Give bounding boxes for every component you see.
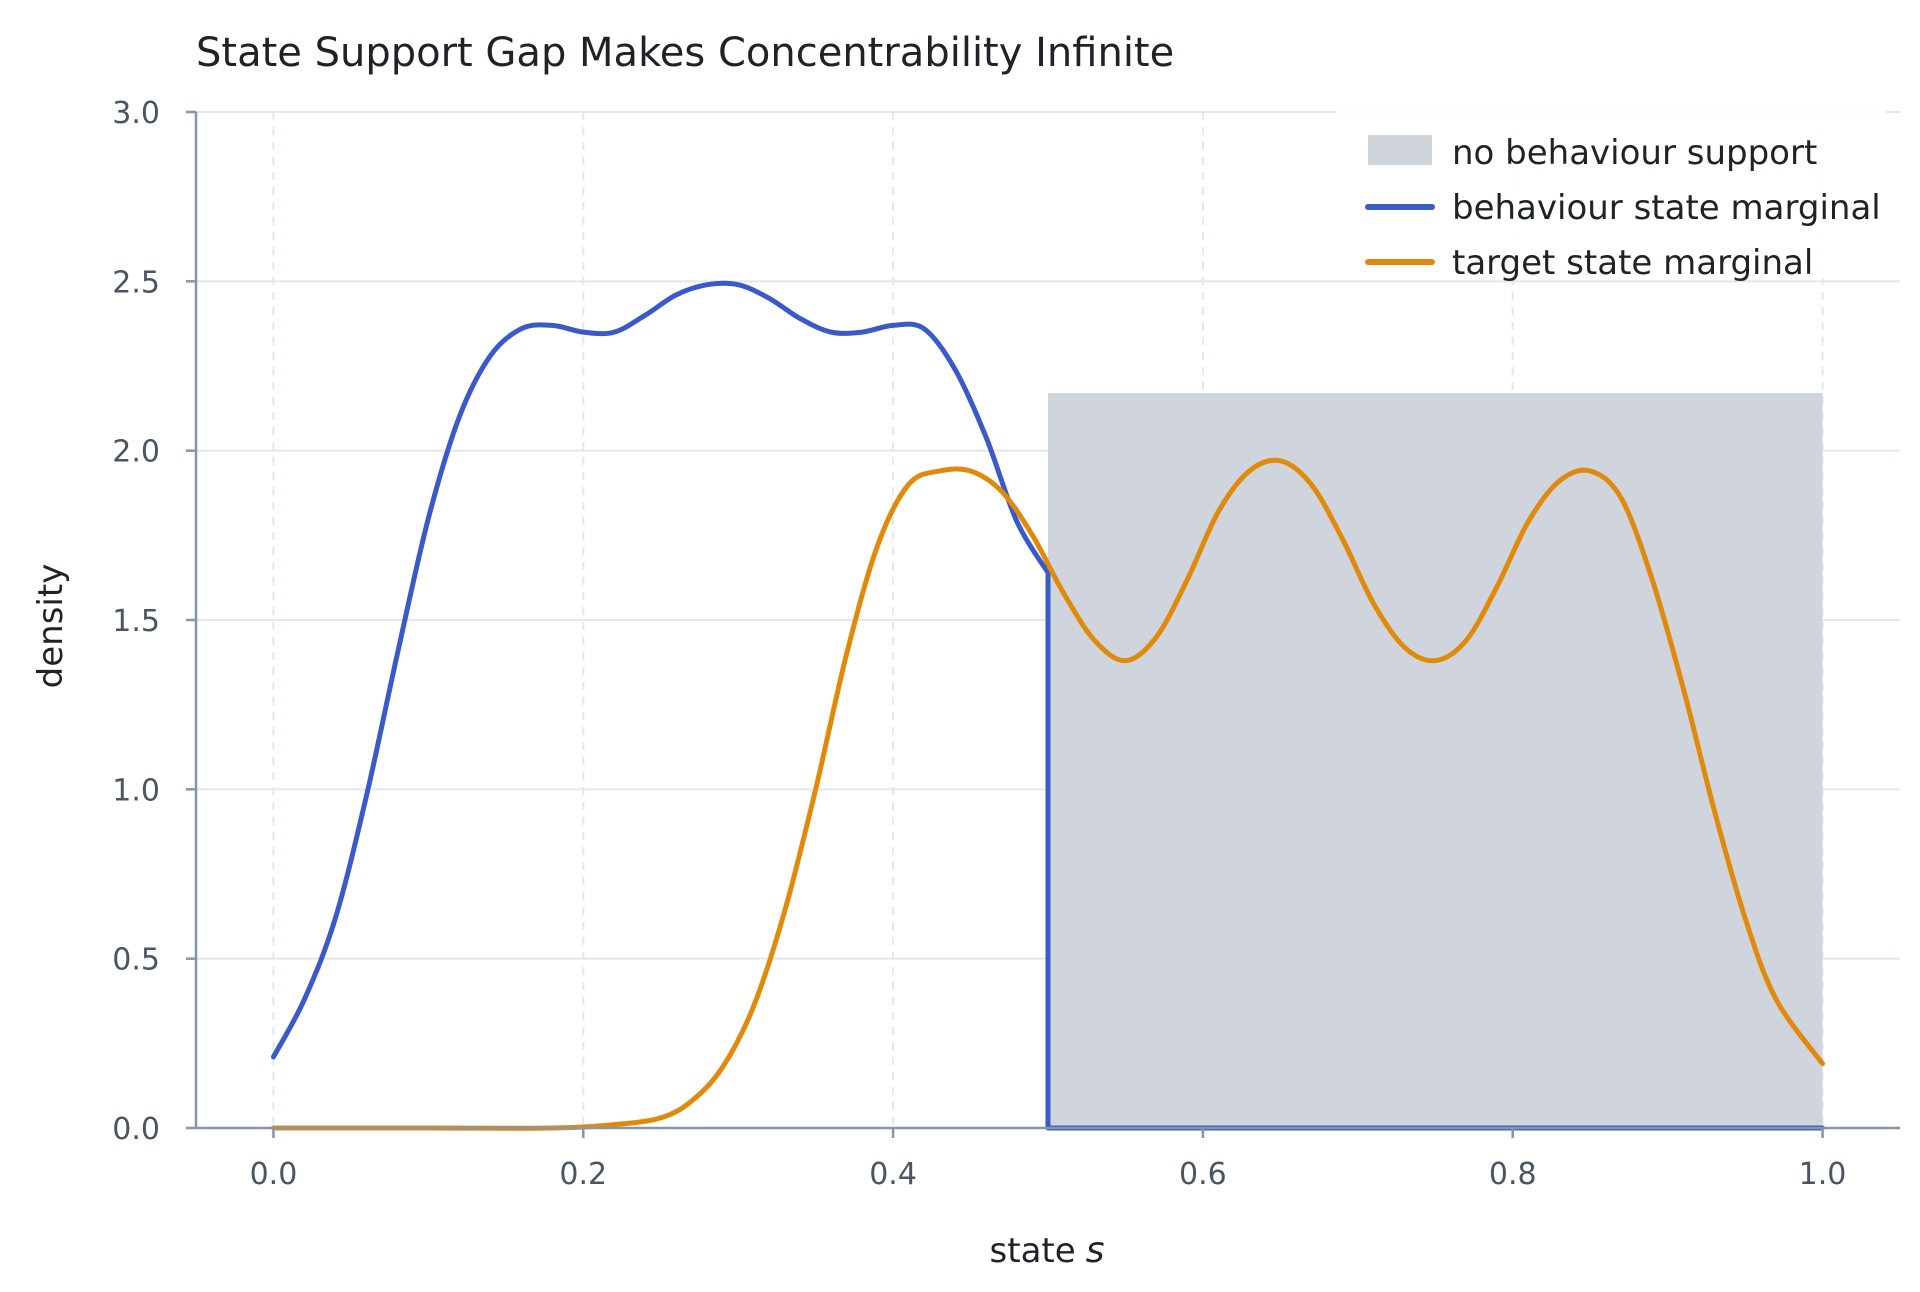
chart-title: State Support Gap Makes Concentrability … — [196, 30, 1174, 76]
x-axis-label: state s — [990, 1230, 1105, 1271]
y-tick-label: 2.0 — [112, 435, 160, 470]
x-tick-label: 1.0 — [1799, 1157, 1847, 1192]
shaded-region — [1048, 393, 1823, 1128]
legend-label: no behaviour support — [1452, 133, 1817, 173]
legend-label: target state marginal — [1452, 243, 1813, 283]
x-tick-label: 0.4 — [869, 1157, 917, 1192]
y-tick-label: 1.5 — [112, 604, 160, 639]
y-tick-label: 1.0 — [112, 773, 160, 808]
y-tick-label: 2.5 — [112, 265, 160, 300]
legend: no behaviour support behaviour state marg… — [1336, 108, 1886, 283]
x-tick-label: 0.8 — [1489, 1157, 1537, 1192]
y-tick-label: 0.5 — [112, 943, 160, 978]
y-tick-label: 0.0 — [112, 1112, 160, 1147]
shaded-region-layer — [1048, 393, 1823, 1128]
y-axis-label: density — [31, 564, 71, 689]
tick-labels: 0.0 0.5 1.0 1.5 2.0 2.5 3.0 0.0 0.2 0.4 0.6 0.8 1.0 — [112, 96, 1846, 1192]
legend-swatch-shaded — [1368, 135, 1432, 165]
x-tick-label: 0.2 — [559, 1157, 607, 1192]
y-tick-label: 3.0 — [112, 96, 160, 131]
legend-label: behaviour state marginal — [1452, 188, 1881, 228]
x-tick-label: 0.6 — [1179, 1157, 1227, 1192]
axes — [186, 110, 1900, 1138]
x-tick-label: 0.0 — [250, 1157, 298, 1192]
series-line-target — [270, 457, 1826, 1131]
